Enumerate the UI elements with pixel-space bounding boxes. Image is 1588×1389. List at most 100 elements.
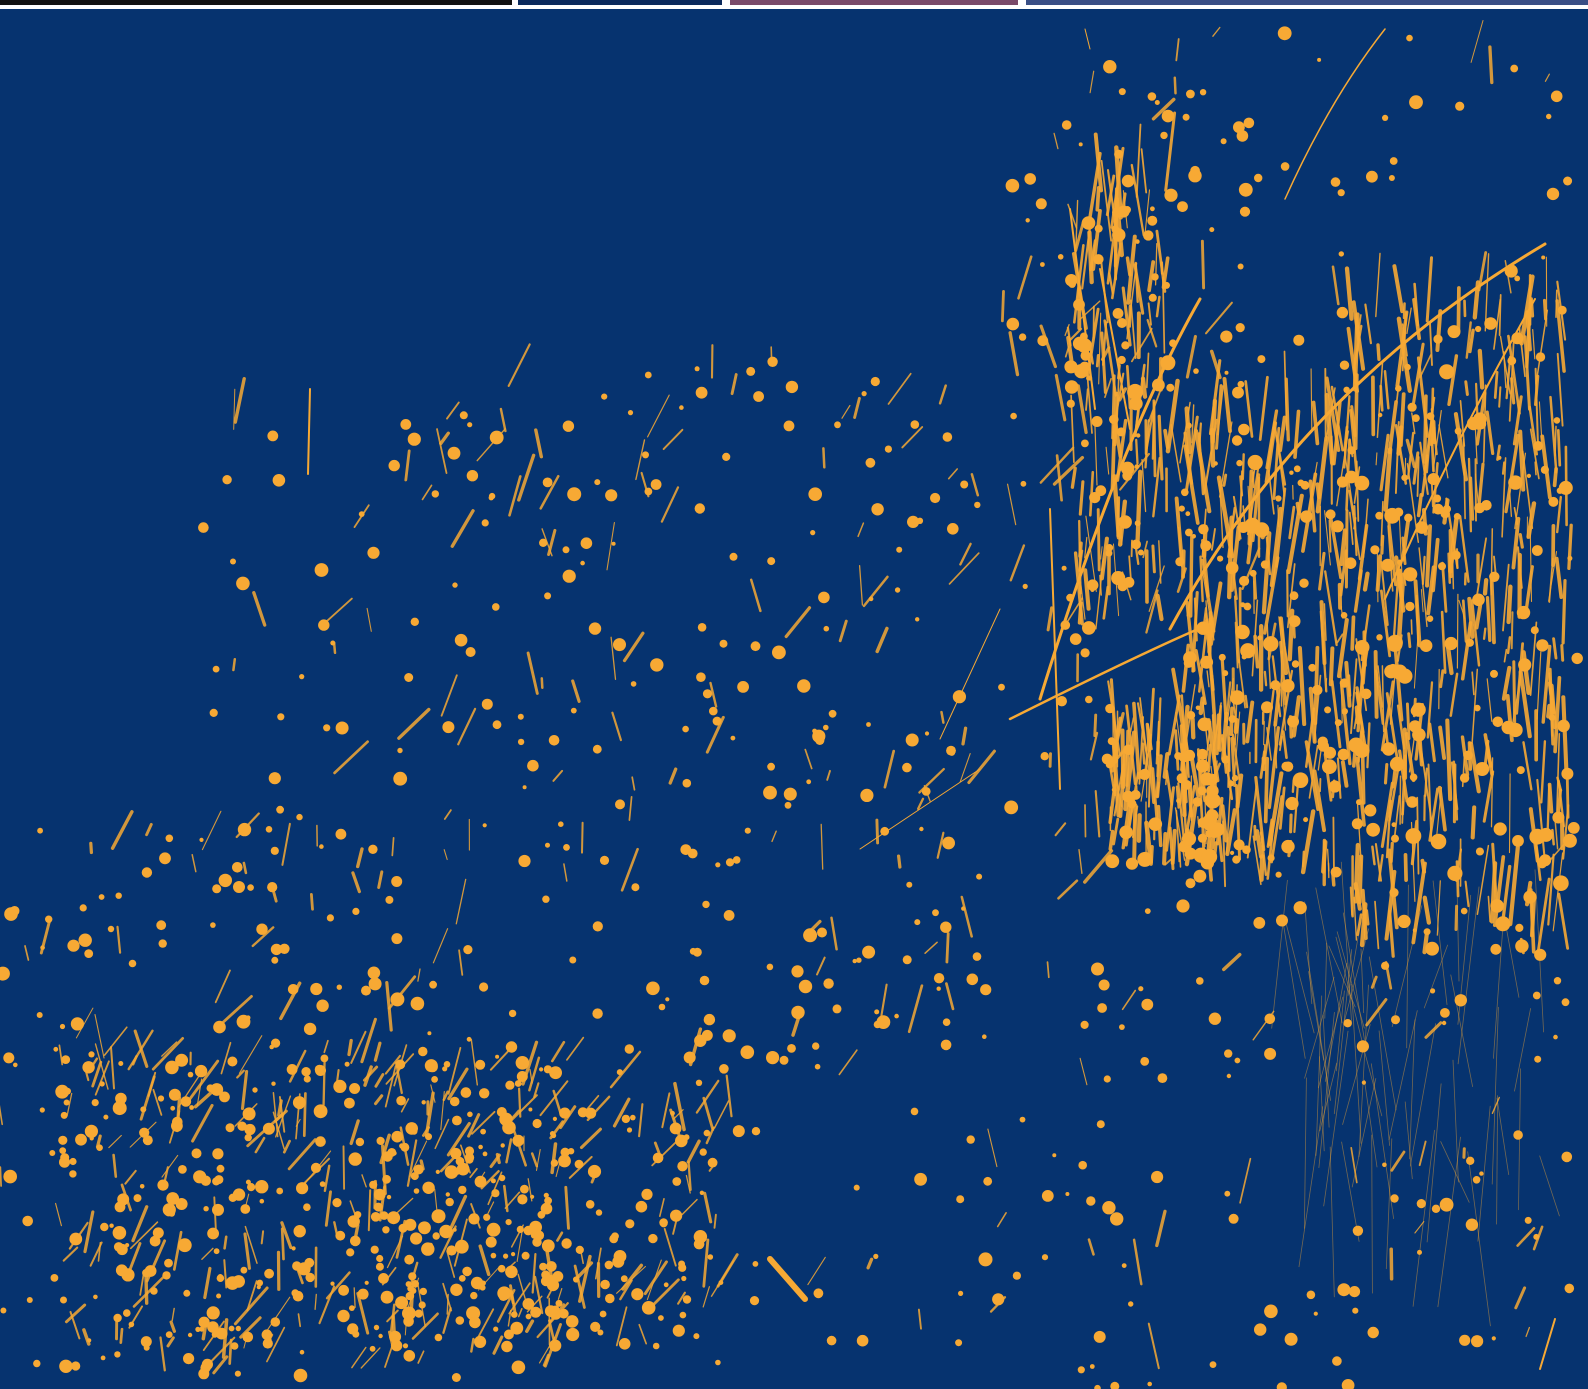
particle-hit [458,1185,467,1195]
particle-streak [1318,1012,1335,1168]
particle-streak [1381,665,1385,733]
particle-hit [103,1114,109,1120]
particle-streak [1254,775,1266,852]
particle-streak [1119,452,1150,491]
particle-streak [1388,1010,1418,1141]
particle-streak [409,1261,419,1288]
particle-hit [463,945,473,955]
particle-streak [349,1119,360,1146]
particle-streak [622,631,645,663]
particle-streak [1183,444,1200,525]
particle-hit [497,1286,512,1301]
particle-hit [543,1192,549,1198]
particle-hit [479,1088,490,1099]
particle-streak [287,1138,317,1171]
particle-streak [1100,331,1107,394]
particle-streak [360,1347,381,1369]
particle-streak [1551,828,1555,846]
particle-streak [1298,1106,1324,1268]
particle-hit [1341,1379,1355,1389]
particle-hit [1571,652,1583,665]
particle-hit [1546,187,1560,201]
particle-streak [87,1057,99,1072]
particle-hit [490,1178,496,1184]
particle-streak [631,776,636,791]
particle-streak [549,1303,566,1323]
particle-hit [84,1124,98,1138]
particle-streak [1281,730,1288,760]
particle-hit [1041,1190,1054,1202]
particle-hit [429,980,437,989]
particle-hit [1425,941,1439,956]
particle-hit [940,921,952,933]
particle-hit [672,1177,682,1186]
thumbnail-4[interactable] [1026,0,1588,5]
particle-hit [1531,545,1543,556]
particle-streak [399,1126,410,1166]
particle-hit [465,1155,474,1164]
particle-hit [1384,507,1401,524]
particle-streak [234,1103,258,1127]
particle-hit [114,1351,121,1358]
particle-hit [107,925,115,933]
particle-hit [1111,225,1120,234]
particle-hit [276,1187,284,1195]
particle-hit [1175,557,1185,567]
particle-hit [534,1230,545,1241]
particle-streak [1567,523,1573,571]
thumbnail-3[interactable] [730,0,1018,5]
particle-hit [670,1209,683,1222]
particle-streak [1054,822,1067,837]
particle-hit [966,973,979,986]
thumbnail-2[interactable] [518,0,722,5]
particle-streak [1267,470,1275,515]
particle-hit [1183,749,1196,762]
particle-hit [826,1335,837,1346]
particle-hit [299,1349,305,1355]
particle-streak [436,428,448,475]
particle-streak [1429,322,1433,367]
particle-hit [367,546,380,559]
particle-streak [1332,401,1342,466]
thumbnail-1[interactable] [0,0,512,5]
particle-hit [611,541,616,546]
particle-streak [421,484,433,501]
particle-hit [695,1079,703,1087]
particle-streak [254,1136,266,1154]
particle-hit [1288,615,1301,628]
particle-streak [1355,756,1366,827]
particle-hit [402,1306,416,1321]
particle-streak [547,1319,557,1350]
particle-streak [1006,483,1017,526]
particle-hit [240,1266,248,1274]
particle-hit [814,1063,821,1070]
particle-streak [611,711,623,742]
particle-hit [1169,339,1177,348]
particle-hit [1190,165,1200,176]
particle-streak [1205,301,1233,335]
particle-streak [487,1171,503,1206]
particle-hit [542,477,553,488]
particle-streak [521,1040,539,1086]
particle-hit [98,894,105,900]
particle-hit [1548,496,1559,507]
particle-hit [580,560,585,566]
particle-hit [319,844,324,849]
particle-streak [1304,976,1335,1079]
particle-hit [1105,854,1120,869]
particle-hit [242,1107,256,1121]
particle-streak [1126,262,1138,340]
particle-streak [1529,297,1535,318]
particle-hit [336,984,342,990]
particle-hit [615,799,625,810]
particle-hit [1561,1151,1573,1163]
particle-streak [439,431,450,446]
particle-hit [1474,502,1485,514]
particle-hit [505,1265,518,1279]
particle-hit [3,1052,15,1064]
particle-streak [1422,930,1430,955]
particle-streak [1343,425,1349,452]
particle-streak [1098,312,1102,385]
particle-hit [1096,1120,1105,1129]
particle-streak [959,753,971,783]
